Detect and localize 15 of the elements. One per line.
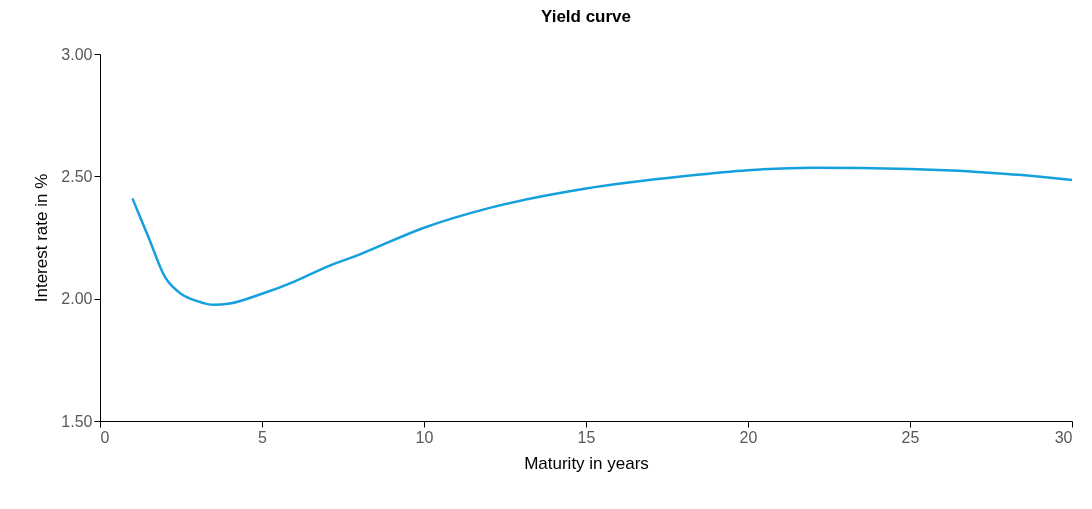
x-tick-label: 10 [415, 428, 434, 446]
x-tick-label: 15 [577, 428, 596, 446]
x-axis-title: Maturity in years [524, 453, 649, 473]
y-axis-title: Interest rate in % [32, 173, 52, 303]
y-tick-label: 3.00 [61, 45, 93, 63]
x-tick-label: 20 [739, 428, 758, 446]
x-tick-label: 5 [258, 428, 268, 446]
x-tick-label: 0 [100, 428, 110, 446]
x-tick-label: 30 [1054, 428, 1073, 446]
x-tick-label: 25 [901, 428, 920, 446]
y-tick-label: 2.00 [61, 290, 93, 308]
line-series [131, 166, 1074, 307]
chart-title: Yield curve [540, 7, 632, 26]
y-tick-label: 1.50 [61, 412, 93, 430]
y-tick-label: 2.50 [61, 167, 93, 185]
